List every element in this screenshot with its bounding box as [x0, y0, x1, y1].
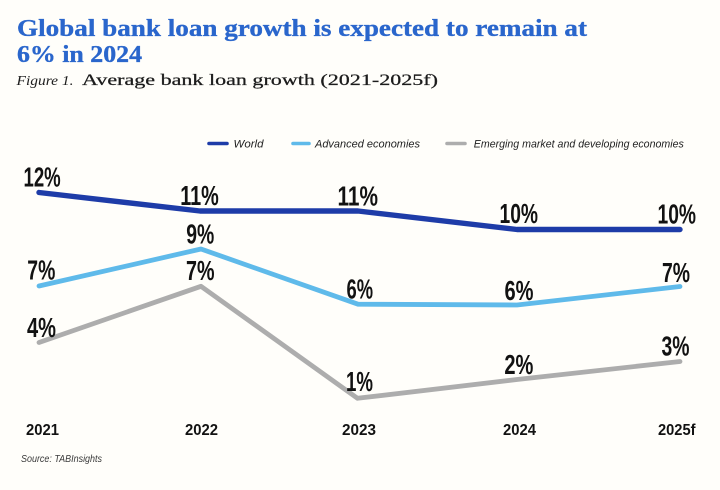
svg-text:Global bank loan growth is exp: Global bank loan growth is expected to r… [17, 16, 587, 42]
svg-text:Advanced economies: Advanced economies [314, 139, 420, 151]
svg-text:10%: 10% [658, 198, 697, 229]
svg-text:2022: 2022 [185, 422, 218, 439]
svg-text:11%: 11% [180, 180, 219, 211]
svg-text:Figure 1.: Figure 1. [15, 73, 73, 88]
svg-text:9%: 9% [186, 219, 214, 250]
svg-text:11%: 11% [338, 181, 379, 212]
svg-text:6% in 2024: 6% in 2024 [17, 42, 142, 68]
svg-text:World: World [234, 139, 265, 151]
svg-text:6%: 6% [347, 274, 374, 305]
svg-text:4%: 4% [27, 312, 56, 343]
svg-text:2%: 2% [504, 349, 533, 380]
svg-text:2023: 2023 [342, 422, 376, 439]
svg-text:6%: 6% [505, 275, 534, 306]
svg-text:10%: 10% [500, 198, 539, 229]
svg-text:1%: 1% [346, 366, 373, 397]
svg-text:Source: TABInsights: Source: TABInsights [21, 453, 103, 465]
svg-text:7%: 7% [662, 257, 690, 288]
svg-text:7%: 7% [186, 255, 215, 286]
svg-text:12%: 12% [24, 161, 61, 192]
svg-text:Emerging market and developing: Emerging market and developing economies [474, 139, 684, 151]
svg-text:2025f: 2025f [658, 422, 696, 439]
svg-text:2021: 2021 [26, 422, 59, 439]
svg-text:7%: 7% [27, 255, 55, 286]
svg-text:2024: 2024 [503, 422, 536, 439]
svg-text:Average bank loan growth (2021: Average bank loan growth (2021-2025f) [82, 72, 438, 89]
svg-text:3%: 3% [662, 331, 690, 362]
